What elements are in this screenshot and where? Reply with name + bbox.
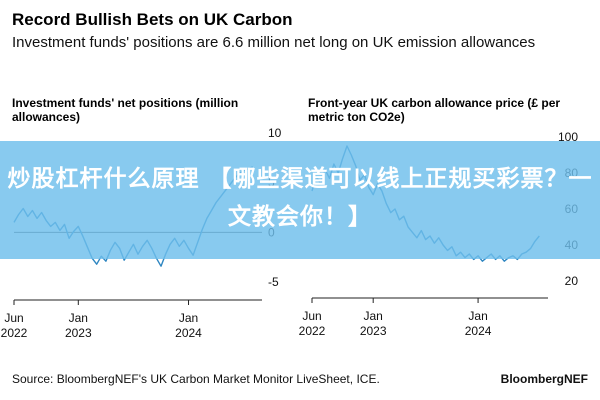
x-tick-label-year: 2024 xyxy=(175,326,202,340)
right-panel-title: Front-year UK carbon allowance price (£ … xyxy=(308,96,561,124)
y-tick-label: 100 xyxy=(558,130,578,144)
chart-title: Record Bullish Bets on UK Carbon xyxy=(12,10,293,29)
chart-subtitle: Investment funds' positions are 6.6 mill… xyxy=(12,34,536,51)
x-tick-label-year: 2022 xyxy=(299,324,326,338)
x-tick-label-year: 2022 xyxy=(1,326,28,340)
x-tick-label-month: Jan xyxy=(69,311,88,325)
x-tick-label-year: 2023 xyxy=(360,324,387,338)
brand-logo-text: BloombergNEF xyxy=(500,372,588,386)
left-panel-title: Investment funds' net positions (million… xyxy=(12,96,239,124)
x-tick-label-year: 2024 xyxy=(465,324,492,338)
x-tick-label-month: Jan xyxy=(179,311,198,325)
x-tick-label-month: Jun xyxy=(4,311,23,325)
y-tick-label: 10 xyxy=(268,126,282,140)
y-tick-label: -5 xyxy=(268,275,279,289)
x-tick-label-month: Jun xyxy=(302,309,321,323)
overlay-banner xyxy=(0,141,600,259)
overlay-banner-text: 炒股杠杆什么原理 【哪些渠道可以线上正规买彩票？一文教会你！】 xyxy=(7,166,593,230)
source-note: Source: BloombergNEF's UK Carbon Market … xyxy=(12,372,380,386)
y-tick-label: 20 xyxy=(565,274,579,288)
x-tick-label-month: Jan xyxy=(364,309,383,323)
x-tick-label-year: 2023 xyxy=(65,326,92,340)
x-tick-label-month: Jan xyxy=(468,309,487,323)
